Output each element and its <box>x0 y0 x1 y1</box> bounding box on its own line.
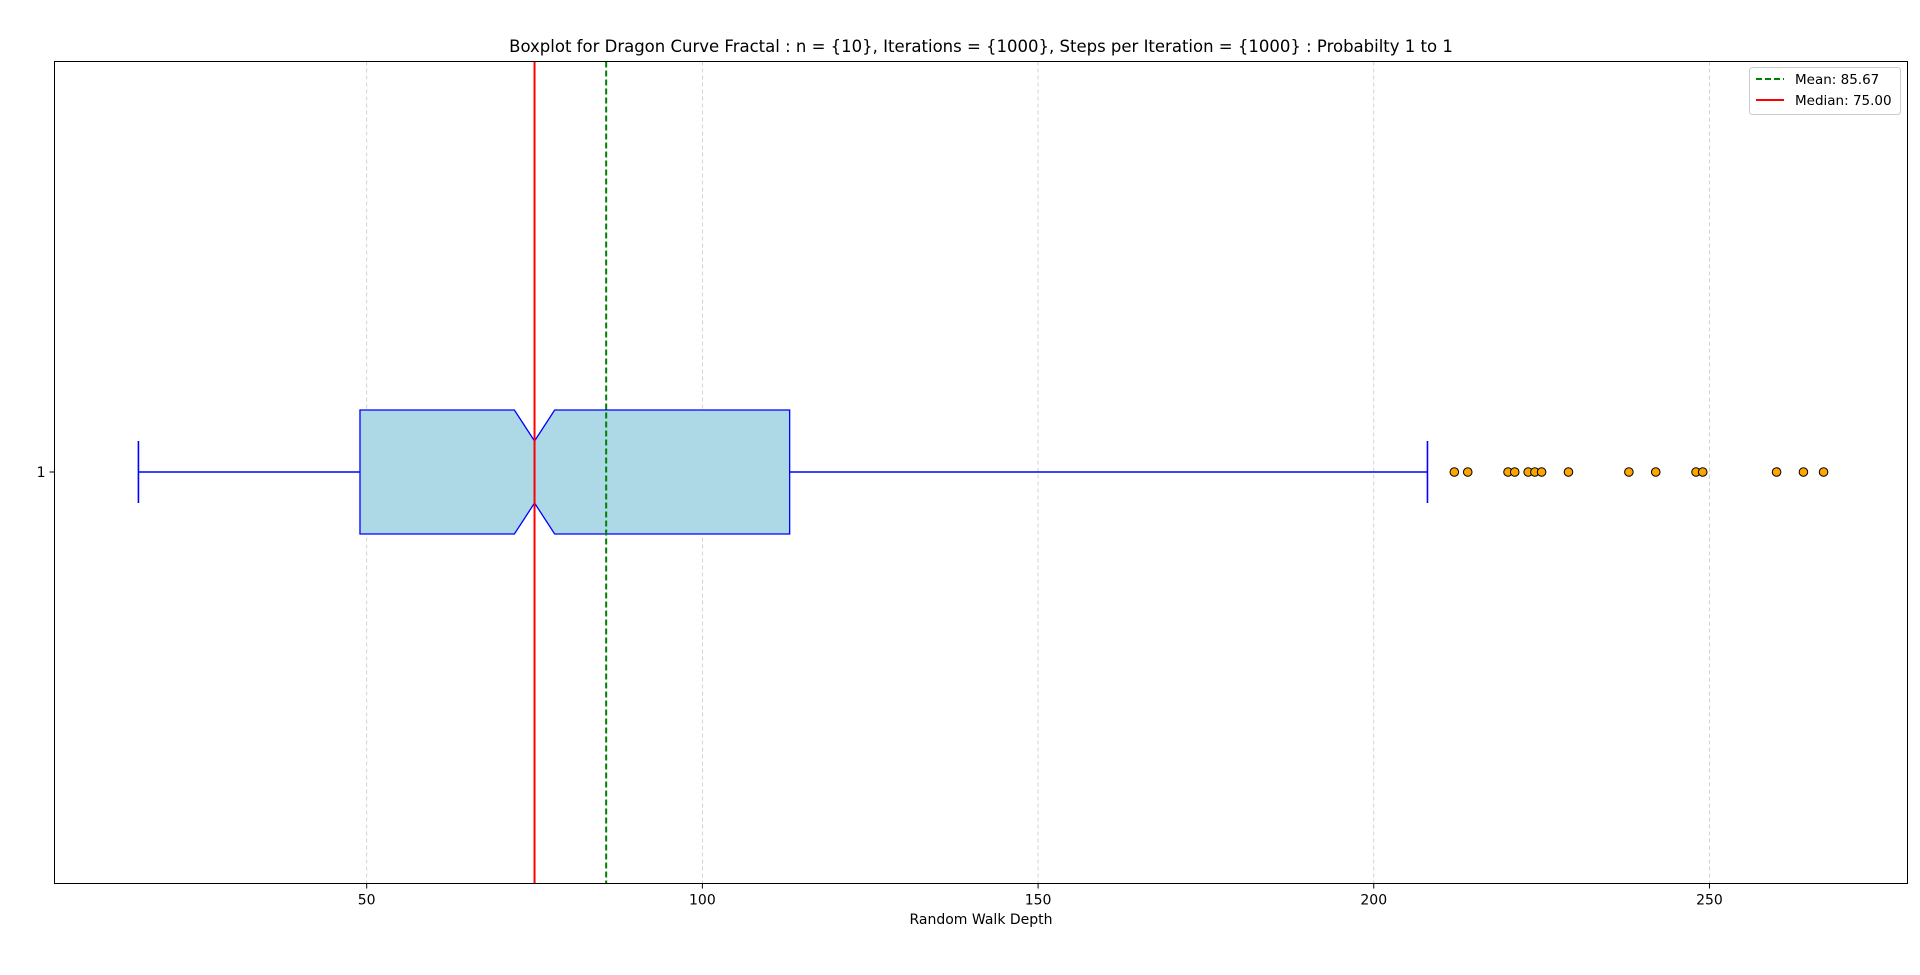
x-tick-label: 50 <box>358 893 376 909</box>
x-axis-label: Random Walk Depth <box>909 912 1052 928</box>
outlier-point <box>1509 467 1520 477</box>
reference-lines <box>533 61 608 884</box>
chart-title: Boxplot for Dragon Curve Fractal : n = {… <box>509 37 1453 56</box>
x-tick-label: 250 <box>1696 893 1723 909</box>
y-axis-ticks: 1 <box>37 465 55 481</box>
outlier-point <box>1536 467 1547 477</box>
notched-box <box>359 409 791 535</box>
outlier-point <box>1462 467 1473 477</box>
outlier-point <box>1818 467 1829 477</box>
outlier-group <box>1449 467 1829 477</box>
outlier-point <box>1563 467 1574 477</box>
x-axis-ticks: 50 100 150 200 250 <box>358 883 1723 909</box>
x-tick-label: 150 <box>1025 893 1052 909</box>
y-tick-label: 1 <box>37 465 46 481</box>
outlier-point <box>1771 467 1782 477</box>
outlier-point <box>1697 467 1708 477</box>
box-group <box>137 409 1429 535</box>
outlier-point <box>1798 467 1809 477</box>
x-tick-label: 100 <box>689 893 716 909</box>
outlier-point <box>1650 467 1661 477</box>
outlier-point <box>1624 467 1634 477</box>
legend-mean-label: Mean: 85.67 <box>1795 72 1879 88</box>
legend-frame <box>1749 67 1901 115</box>
legend: Mean: 85.67 Median: 75.00 <box>1749 67 1901 115</box>
x-tick-label: 200 <box>1360 893 1387 909</box>
grid-lines <box>366 61 1710 884</box>
legend-median-label: Median: 75.00 <box>1795 93 1892 109</box>
outlier-point <box>1449 467 1460 477</box>
